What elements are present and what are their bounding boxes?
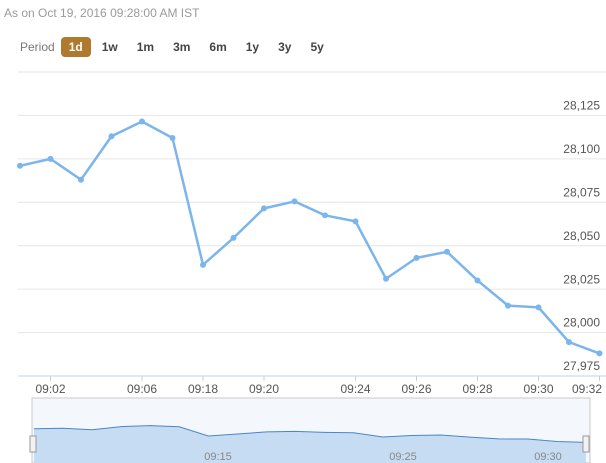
period-selector: Period 1d 1w 1m 3m 6m 1y 3y 5y (20, 37, 335, 57)
data-point (505, 302, 511, 309)
y-tick-label: 28,075 (563, 185, 600, 199)
data-point (444, 248, 450, 255)
y-tick-label: 28,050 (563, 229, 600, 243)
data-point (566, 339, 572, 346)
navigator-label: 09:25 (389, 451, 417, 463)
y-tick-label: 28,000 (563, 316, 600, 330)
x-tick-label: 09:02 (35, 382, 65, 396)
data-point (413, 254, 420, 261)
data-point (200, 261, 206, 268)
period-button[interactable]: 1y (245, 40, 260, 54)
data-point (139, 118, 145, 125)
period-button[interactable]: 3m (173, 40, 191, 54)
data-point (535, 304, 542, 311)
x-tick-label: 09:20 (249, 382, 279, 396)
data-point (169, 135, 176, 142)
data-point (322, 212, 328, 219)
navigator-line (33, 425, 587, 443)
x-tick-label: 09:30 (523, 382, 553, 396)
data-point (352, 218, 359, 225)
x-tick-label: 09:24 (340, 382, 370, 396)
x-tick-label: 09:32 (572, 382, 602, 396)
period-button[interactable]: 1w (101, 40, 118, 54)
data-point (383, 275, 389, 282)
data-point (474, 277, 481, 284)
x-tick-label: 09:06 (127, 382, 157, 396)
period-button[interactable]: 1m (136, 40, 155, 54)
period-button[interactable]: 6m (209, 40, 227, 54)
period-button[interactable]: 5y (310, 40, 324, 54)
data-point (78, 176, 84, 183)
x-tick-label: 09:26 (401, 382, 431, 396)
data-point (291, 198, 298, 205)
navigator-label: 09:30 (534, 451, 562, 463)
data-point (261, 205, 267, 212)
data-point (108, 133, 115, 140)
data-point (17, 162, 23, 169)
data-point (230, 234, 237, 241)
data-point (47, 155, 54, 162)
as-of-date: As on Oct 19, 2016 09:28:00 AM IST (4, 6, 200, 20)
y-tick-label: 28,025 (563, 272, 600, 286)
period-button[interactable]: 3y (278, 40, 292, 54)
y-tick-label: 28,125 (563, 99, 600, 113)
x-tick-label: 09:18 (188, 382, 218, 396)
y-tick-label: 27,975 (563, 359, 600, 373)
navigator-handle[interactable] (29, 435, 37, 453)
period-button[interactable]: 1d (60, 37, 91, 57)
x-tick-label: 09:28 (462, 382, 492, 396)
navigator-label: 09:15 (204, 451, 232, 463)
navigator-handle[interactable] (582, 435, 590, 453)
price-line (19, 120, 600, 355)
y-tick-label: 28,100 (563, 142, 600, 156)
navigator-area (34, 425, 586, 463)
data-point (596, 350, 603, 357)
period-label: Period (20, 40, 55, 54)
